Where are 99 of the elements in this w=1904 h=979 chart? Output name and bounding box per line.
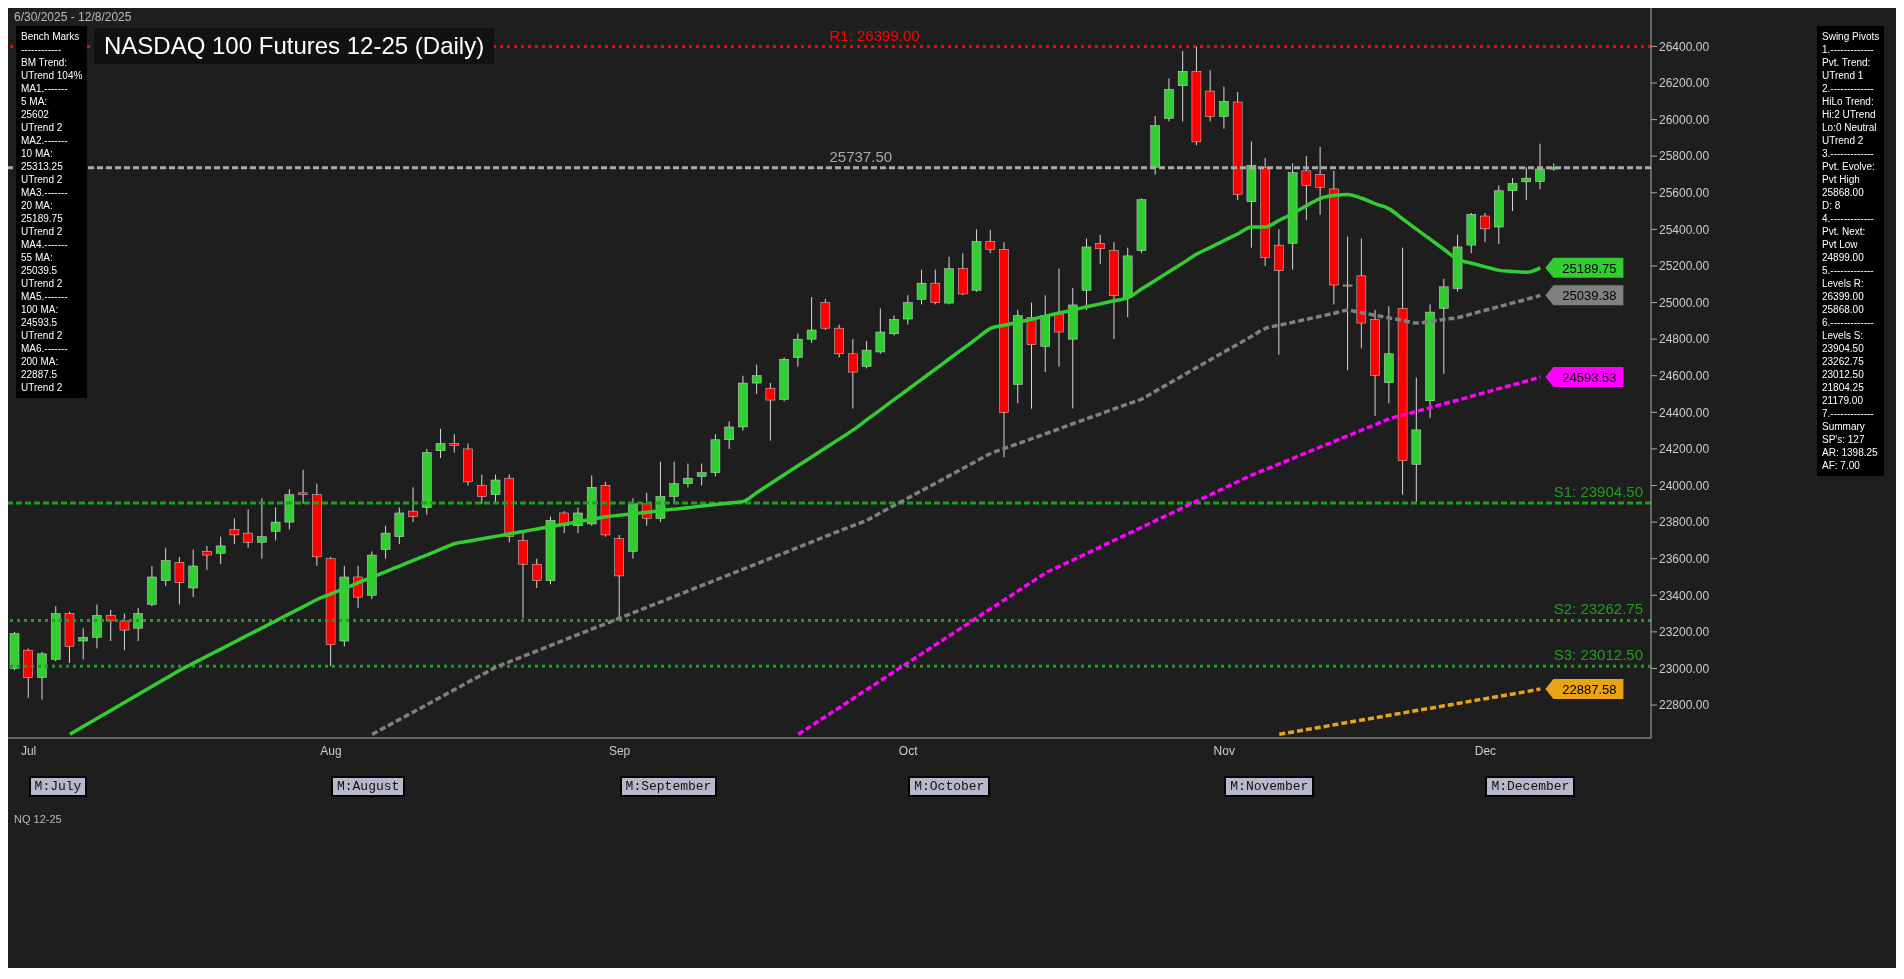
x-tick-label: Oct bbox=[898, 743, 919, 758]
y-tick-label: 26400.00 bbox=[1659, 39, 1710, 54]
candlestick bbox=[229, 517, 240, 545]
y-tick-label: 25600.00 bbox=[1659, 186, 1710, 201]
candlestick bbox=[1507, 177, 1518, 212]
y-tick-label: 23200.00 bbox=[1659, 625, 1710, 640]
y-tick-label: 25000.00 bbox=[1659, 295, 1710, 310]
candlestick bbox=[532, 558, 542, 589]
ref-line-label: S1: 23904.50 bbox=[1553, 482, 1643, 500]
y-tick-label: 26200.00 bbox=[1659, 76, 1710, 91]
x-tick-label: Nov bbox=[1213, 743, 1235, 758]
y-tick-label: 22800.00 bbox=[1659, 698, 1710, 713]
y-tick-label: 25400.00 bbox=[1659, 222, 1710, 237]
candlestick bbox=[765, 382, 776, 442]
candlestick bbox=[916, 269, 927, 305]
x-tick-label: Sep bbox=[608, 743, 631, 758]
candlestick bbox=[1315, 146, 1325, 216]
candlestick bbox=[1301, 155, 1312, 221]
candlestick bbox=[37, 651, 47, 701]
candlestick bbox=[1054, 268, 1064, 368]
candlestick bbox=[174, 556, 185, 605]
y-tick-label: 24800.00 bbox=[1659, 332, 1710, 347]
candlestick bbox=[518, 532, 528, 619]
candlestick bbox=[848, 338, 858, 409]
y-tick-label: 25800.00 bbox=[1659, 149, 1710, 164]
month-box-label: M:September bbox=[619, 776, 718, 797]
candlestick bbox=[861, 340, 872, 369]
candlestick bbox=[1177, 50, 1188, 122]
candlestick bbox=[1439, 278, 1449, 375]
candlestick bbox=[133, 607, 143, 642]
data-label: 25189.75 bbox=[1562, 260, 1617, 276]
candlestick bbox=[449, 433, 460, 454]
y-tick-label: 24400.00 bbox=[1659, 405, 1710, 420]
candlestick bbox=[477, 474, 487, 505]
data-label: 25039.38 bbox=[1562, 288, 1617, 304]
candlestick bbox=[1219, 86, 1229, 130]
month-box-label: M:December bbox=[1485, 776, 1576, 797]
candlestick bbox=[380, 525, 391, 560]
candlestick bbox=[257, 497, 267, 560]
chart-subtitle: 6/30/2025 - 12/8/2025 bbox=[14, 10, 132, 24]
ref-line-label: S2: 23262.75 bbox=[1553, 600, 1643, 618]
y-tick-label: 26000.00 bbox=[1659, 112, 1710, 127]
line-series bbox=[796, 375, 1543, 737]
data-label: 22887.58 bbox=[1562, 682, 1617, 698]
candlestick bbox=[105, 609, 116, 642]
line-series bbox=[1277, 687, 1543, 737]
candlestick bbox=[1521, 166, 1532, 201]
candlestick bbox=[394, 506, 405, 545]
y-tick-label: 24600.00 bbox=[1659, 369, 1710, 383]
candlestick bbox=[435, 428, 446, 459]
candlestick bbox=[119, 613, 130, 651]
y-tick-label: 23600.00 bbox=[1659, 551, 1710, 566]
candlestick bbox=[930, 269, 941, 305]
candlestick bbox=[1342, 236, 1353, 371]
candlestick bbox=[78, 627, 88, 660]
ref-line-label: 25737.50 bbox=[829, 147, 893, 165]
candlestick bbox=[793, 333, 803, 368]
candlestick bbox=[889, 314, 899, 336]
y-tick-label: 24200.00 bbox=[1659, 442, 1710, 457]
ref-line-label: S3: 23012.50 bbox=[1553, 646, 1643, 664]
candlestick bbox=[408, 486, 418, 523]
month-box-label: M:November bbox=[1224, 776, 1315, 797]
candlestick bbox=[875, 307, 886, 355]
text: Swing Pivots 1.------------- Pvt. Trend: UTrend 1 2.------------- HiLo Trend: Hi:2 UTrend Lo:0 Neutral UTrend 2 3.------------- Pvt. Evolve: Pvt High 25868.00 D: 8 4.------------- Pvt. Next: Pvt Low 24899.00 5.------------- Levels R: 26399.00 25868.00 6.------------- Levels S: 23904.50 23262.75 23012.50 21804.25 21179.00 7.------------- Summary SP's: 127 AR: 1398.25 AF: 7.00 bbox=[1822, 31, 1880, 471]
y-tick-label: 23000.00 bbox=[1659, 661, 1710, 676]
candlestick bbox=[298, 469, 308, 505]
month-box-label: M:October bbox=[908, 776, 991, 797]
candlestick bbox=[1535, 143, 1545, 190]
x-tick-label: Dec bbox=[1474, 743, 1497, 758]
y-tick-label: 23800.00 bbox=[1659, 515, 1710, 530]
month-box-label: M:July bbox=[28, 776, 88, 797]
text: NQ 12-25 bbox=[14, 813, 62, 825]
candlestick bbox=[696, 463, 707, 487]
candlestick bbox=[202, 545, 212, 571]
text: Bench Marks ------------ BM Trend: UTrend 104% MA1.------- 5 MA: 25602 UTrend 2 MA2.------- 10 MA: 25313.25 UTrend 2 MA3.------- 20 MA: 25189.75 UTrend 2 MA4.------- 55 MA: 25039.5 UTrend 2 MA5.------- 100 MA: 24593.5 UTrend 2 MA6.------- 200 MA: 22887.5 UTrend 2 bbox=[21, 31, 83, 393]
candlestick bbox=[270, 506, 281, 541]
candlestick bbox=[92, 603, 102, 649]
candlestick bbox=[160, 547, 171, 587]
candlestick bbox=[985, 229, 996, 254]
candlestick bbox=[1095, 234, 1105, 265]
y-tick-label: 24000.00 bbox=[1659, 478, 1710, 493]
candlestick bbox=[188, 549, 198, 598]
candlestick bbox=[243, 508, 253, 549]
candlestick bbox=[215, 536, 226, 565]
text: NASDAQ 100 Futures 12-25 (Daily) bbox=[94, 28, 495, 64]
month-box-label: M:August bbox=[330, 776, 406, 797]
x-tick-label: Aug bbox=[320, 743, 342, 758]
candlestick bbox=[751, 364, 762, 395]
candlestick bbox=[806, 296, 817, 344]
y-tick-label: 25200.00 bbox=[1659, 259, 1710, 274]
line-series bbox=[370, 293, 1543, 737]
candlestick bbox=[1480, 212, 1490, 243]
data-label: 24593.53 bbox=[1562, 369, 1617, 385]
y-tick-label: 23400.00 bbox=[1659, 588, 1710, 603]
x-tick-label: Jul bbox=[20, 743, 37, 758]
candlestick bbox=[724, 420, 734, 450]
candlestick bbox=[903, 294, 913, 326]
ref-line-label: R1: 26399.00 bbox=[829, 26, 920, 44]
candlestick bbox=[683, 463, 693, 488]
